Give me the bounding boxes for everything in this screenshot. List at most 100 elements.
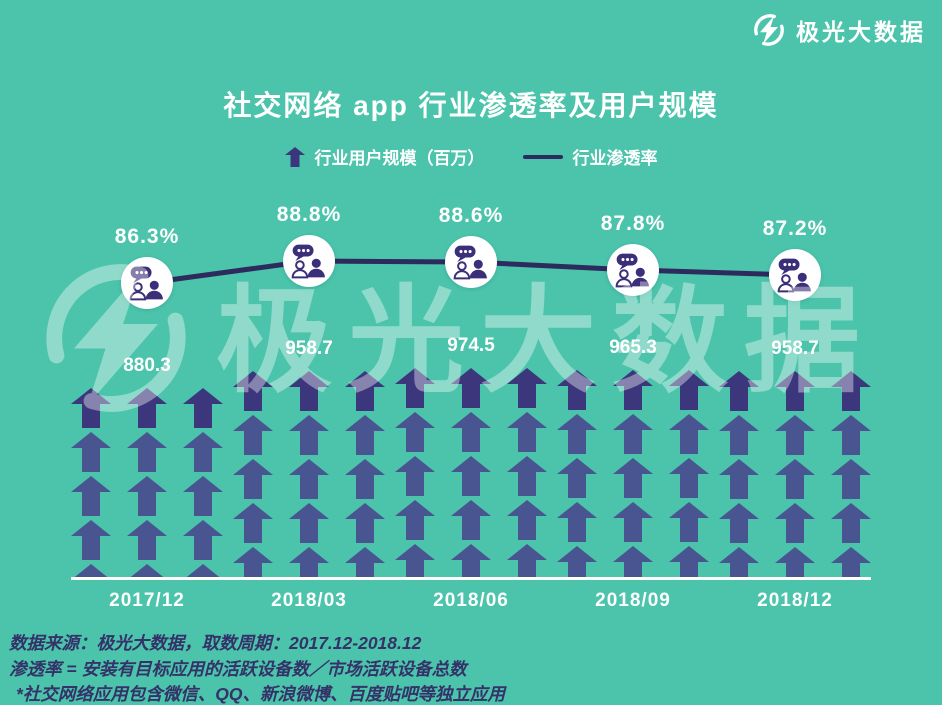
arrow-column <box>613 370 653 577</box>
arrow-up-icon <box>613 458 653 498</box>
arrow-up-icon <box>74 564 108 577</box>
people-chat-icon <box>453 245 487 280</box>
arrow-up-icon <box>831 459 871 499</box>
arrow-column <box>127 388 167 577</box>
arrow-column <box>775 371 815 577</box>
x-axis-tick-label: 2018/06 <box>433 590 509 611</box>
arrow-up-icon <box>669 458 709 498</box>
penetration-label: 88.8% <box>276 203 342 226</box>
arrow-up-icon <box>451 544 491 577</box>
user-scale-label: 965.3 <box>609 337 657 358</box>
arrow-up-icon <box>669 546 709 577</box>
arrow-up-icon <box>71 432 111 472</box>
arrow-up-icon <box>183 520 223 560</box>
arrow-column <box>831 371 871 577</box>
arrow-up-icon <box>71 476 111 516</box>
arrow-up-icon <box>507 412 547 452</box>
arrow-up-icon <box>831 547 871 577</box>
arrow-column <box>345 371 385 577</box>
arrow-column <box>669 370 709 577</box>
people-chat-icon <box>615 253 649 288</box>
line-legend-label: 行业渗透率 <box>572 149 658 168</box>
people-chat-icon <box>777 258 811 293</box>
arrow-up-icon <box>289 371 329 411</box>
footer-scope-line: *社交网络应用包含微信、QQ、新浪微博、百度贴吧等独立应用 <box>16 684 506 705</box>
x-axis-tick-label: 2018/03 <box>271 590 347 611</box>
footer-notes: 数据来源：极光大数据，取数周期：2017.12-2018.12 渗透率 = 安装… <box>9 631 505 705</box>
jiguang-logo-icon <box>754 14 784 46</box>
arrow-up-icon <box>775 415 815 455</box>
penetration-label: 87.2% <box>762 217 828 240</box>
pictograph-bar <box>719 371 871 577</box>
chart-group-2018-06: 88.6% 974.5 2018/06 <box>395 180 547 611</box>
people-chat-icon <box>291 244 325 279</box>
arrow-up-icon <box>233 415 273 455</box>
arrow-up-icon <box>557 414 597 454</box>
arrow-up-icon <box>395 456 435 496</box>
footer-source-line: 数据来源：极光大数据，取数周期：2017.12-2018.12 <box>9 633 422 653</box>
chart-group-2018-12: 87.2% 958.7 2018/12 <box>719 180 871 611</box>
user-scale-label: 974.5 <box>447 335 495 356</box>
arrow-up-icon <box>451 412 491 452</box>
legend: 行业用户规模（百万） 行业渗透率 <box>0 144 942 169</box>
arrow-up-icon <box>183 476 223 516</box>
user-scale-label: 958.7 <box>285 338 333 359</box>
x-axis-tick-label: 2017/12 <box>109 590 185 611</box>
line-point-marker <box>769 249 821 301</box>
arrow-up-icon <box>233 459 273 499</box>
arrow-up-icon <box>507 500 547 540</box>
arrow-column <box>233 371 273 577</box>
arrow-up-icon <box>719 547 759 577</box>
arrow-up-icon <box>831 371 871 411</box>
arrow-up-icon <box>451 500 491 540</box>
arrow-up-icon <box>130 564 164 577</box>
arrow-column <box>451 368 491 577</box>
arrow-up-icon <box>557 370 597 410</box>
arrow-up-icon <box>233 503 273 543</box>
user-scale-label: 880.3 <box>123 355 171 376</box>
pictograph-bar <box>395 368 547 577</box>
arrow-column <box>507 368 547 577</box>
arrow-up-icon <box>186 564 220 577</box>
arrow-up-icon <box>345 547 385 577</box>
arrow-up-icon <box>669 414 709 454</box>
user-scale-label: 958.7 <box>771 338 819 359</box>
line-legend-swatch <box>522 154 563 159</box>
arrow-column <box>183 388 223 577</box>
arrow-column <box>395 368 435 577</box>
arrow-column <box>289 371 329 577</box>
arrow-up-icon <box>719 503 759 543</box>
arrow-up-icon <box>345 503 385 543</box>
arrow-up-icon <box>395 544 435 577</box>
arrow-up-icon <box>669 370 709 410</box>
arrow-up-icon <box>127 432 167 472</box>
arrow-up-icon <box>775 459 815 499</box>
arrow-up-icon <box>289 459 329 499</box>
arrow-up-icon <box>613 414 653 454</box>
arrow-column <box>719 371 759 577</box>
jiguang-logo-icon <box>751 12 787 48</box>
arrow-up-icon <box>395 368 435 408</box>
arrow-up-icon <box>557 502 597 542</box>
arrow-up-icon <box>233 371 273 411</box>
arrow-up-icon <box>719 371 759 411</box>
arrow-up-icon <box>507 456 547 496</box>
arrow-up-icon <box>451 456 491 496</box>
arrow-up-icon <box>613 546 653 577</box>
arrow-up-icon <box>71 388 111 428</box>
line-point-marker <box>121 257 173 309</box>
arrow-up-icon <box>127 388 167 428</box>
arrow-column <box>71 388 111 577</box>
arrow-up-icon <box>557 546 597 577</box>
arrow-up-icon <box>127 476 167 516</box>
arrow-up-icon <box>451 368 491 408</box>
pictograph-bar <box>71 388 223 577</box>
brand-name: 极光大数据 <box>796 19 926 45</box>
arrow-up-icon <box>395 412 435 452</box>
arrow-up-icon <box>669 502 709 542</box>
arrow-up-icon <box>289 547 329 577</box>
arrow-up-icon <box>345 415 385 455</box>
brand-logo: 极光大数据 <box>751 12 926 48</box>
arrow-up-icon <box>284 146 305 167</box>
